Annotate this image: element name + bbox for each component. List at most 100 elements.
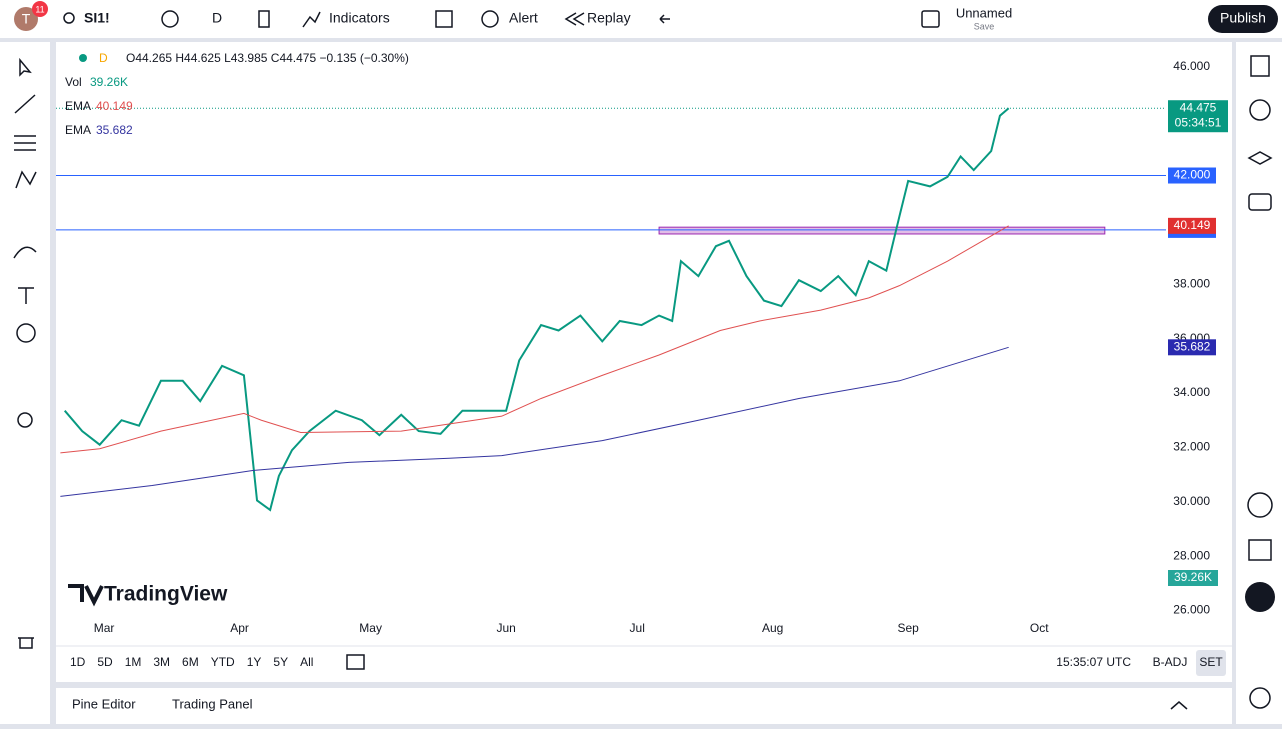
alert[interactable]: Alert [509, 10, 538, 26]
tab[interactable]: Pine Editor [72, 696, 136, 711]
x-tick-label: Mar [94, 621, 115, 635]
brush-tool[interactable] [13, 246, 37, 259]
session[interactable]: SET [1199, 655, 1223, 669]
series-line [60, 346, 1009, 497]
publish: Publish [1220, 10, 1266, 26]
apps[interactable] [1245, 582, 1275, 612]
cursor-tool[interactable] [19, 57, 32, 77]
calendar[interactable] [1248, 539, 1272, 561]
legend-ema2: EMA [65, 123, 91, 137]
layout-name[interactable]: Unnamed [956, 5, 1012, 20]
clock: 15:35:07 UTC [1056, 655, 1131, 669]
price-tag-label: 42.000 [1174, 168, 1211, 182]
templates-icon[interactable] [435, 10, 453, 28]
zoom-tool[interactable] [17, 412, 33, 428]
series-line [63, 107, 1010, 512]
status-dot [79, 54, 87, 62]
avatar-letter: T [22, 11, 31, 27]
x-tick-label: Aug [762, 621, 783, 635]
add-icon[interactable] [161, 10, 179, 28]
x-tick-label: Sep [897, 621, 919, 635]
help[interactable] [1249, 687, 1271, 709]
x-tick-label: Apr [230, 621, 249, 635]
indicators-icon[interactable] [302, 11, 321, 28]
countdown: 05:34:51 [1175, 115, 1222, 129]
emoji-tool[interactable] [16, 323, 36, 343]
legend-vol-value: 39.26K [90, 75, 128, 89]
replay[interactable]: Replay [587, 10, 631, 26]
y-tick-label: 32.000 [1173, 440, 1210, 454]
alert-icon[interactable] [481, 10, 499, 28]
replay-icon[interactable] [564, 12, 585, 26]
layers[interactable] [1247, 151, 1273, 165]
interval[interactable]: D [212, 10, 222, 26]
right-bar [1236, 42, 1282, 724]
watermark-logo [68, 584, 104, 607]
legend-vol: Vol [65, 75, 82, 89]
range-button[interactable]: All [300, 655, 313, 669]
publish-button[interactable] [1208, 5, 1278, 33]
adj[interactable]: B-ADJ [1153, 655, 1188, 669]
y-tick-label: 28.000 [1173, 548, 1210, 562]
search-icon[interactable] [63, 12, 75, 24]
range-button[interactable]: 5Y [273, 655, 288, 669]
price-tag-label: 44.475 [1180, 100, 1217, 114]
left-bar [0, 42, 50, 724]
range-button[interactable]: 3M [153, 655, 170, 669]
watchlist[interactable] [1250, 55, 1270, 77]
chart-pane [56, 42, 1232, 682]
price-tag-label: 40.149 [1174, 218, 1211, 232]
series-line [60, 225, 1009, 454]
fib-tool[interactable] [14, 135, 36, 151]
price-tag [1168, 167, 1216, 184]
legend-ohlc: O44.265 H44.625 L43.985 C44.475 −0.135 (… [126, 51, 409, 65]
left-tools [13, 57, 37, 649]
y-tick-label: 46.000 [1173, 59, 1210, 73]
layout-icon[interactable] [921, 10, 940, 28]
collapse[interactable] [1170, 701, 1188, 710]
volume-tag-label: 39.26K [1174, 570, 1212, 584]
range-button[interactable]: 1M [125, 655, 142, 669]
x-tick-label: Oct [1030, 621, 1049, 635]
line-tool[interactable] [14, 94, 36, 114]
undo[interactable] [659, 14, 670, 24]
session-bg [1196, 650, 1226, 676]
watermark: TradingView [104, 583, 228, 606]
target[interactable] [1247, 492, 1273, 518]
y-tick-label: 26.000 [1173, 603, 1210, 617]
bottom-panel [56, 688, 1232, 724]
symbol[interactable]: SI1! [84, 10, 110, 26]
text-tool[interactable] [18, 287, 34, 304]
range-button[interactable]: 6M [182, 655, 199, 669]
price-tag-label: 35.682 [1174, 339, 1211, 353]
y-tick-label: 34.000 [1173, 385, 1210, 399]
zone [658, 226, 1106, 235]
avatar[interactable] [14, 7, 38, 31]
legend-ema1: EMA [65, 99, 91, 113]
range-button[interactable]: 5D [97, 655, 113, 669]
plot: 26.00028.00030.00032.00034.00036.00038.0… [56, 59, 1228, 635]
range-button[interactable]: 1D [70, 655, 86, 669]
trash[interactable] [18, 637, 34, 649]
y-tick-label: 30.000 [1173, 494, 1210, 508]
chat[interactable] [1248, 193, 1272, 211]
price-tag [1168, 339, 1216, 356]
indicators[interactable]: Indicators [329, 10, 390, 26]
range-button[interactable]: 1Y [247, 655, 262, 669]
x-tick-label: Jun [496, 621, 515, 635]
tab[interactable]: Trading Panel [172, 696, 253, 711]
legend-ema2-value: 35.682 [96, 123, 133, 137]
legend-interval: D [99, 51, 108, 65]
pattern-tool[interactable] [15, 170, 37, 189]
save[interactable]: Save [974, 21, 995, 31]
x-tick-label: May [359, 621, 382, 635]
range-button[interactable]: YTD [211, 655, 235, 669]
price-tag [1168, 100, 1228, 133]
date-range-icon[interactable] [346, 654, 365, 670]
badge-count: 11 [35, 4, 44, 14]
badge [32, 1, 48, 17]
candle-icon[interactable] [258, 10, 270, 28]
alerts[interactable] [1249, 99, 1271, 121]
ranges: 1D 5D 1M 3M 6M YTD 1Y 5Y All [70, 655, 313, 669]
